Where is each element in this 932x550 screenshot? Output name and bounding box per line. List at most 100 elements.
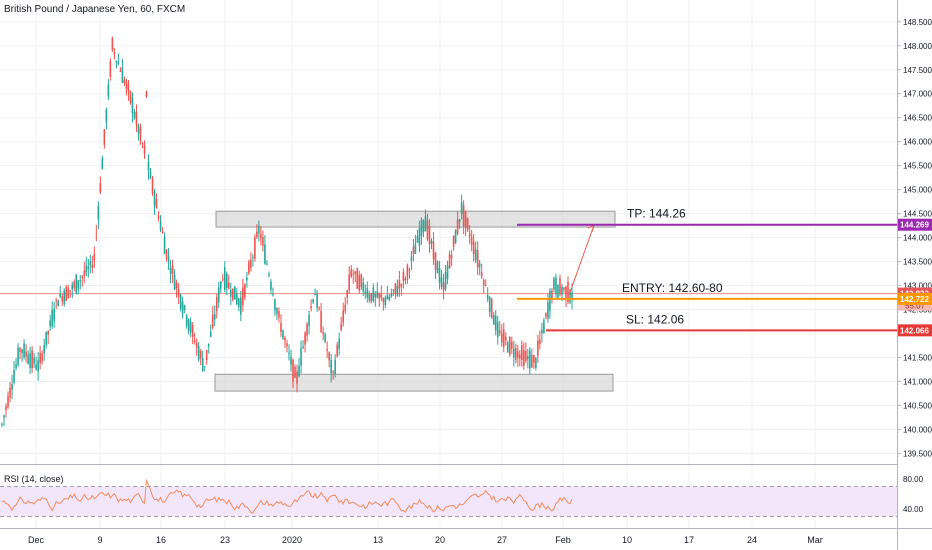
candle-body xyxy=(109,61,112,77)
chart-title: British Pound / Japanese Yen, 60, FXCM xyxy=(4,4,186,15)
candle-body xyxy=(227,282,230,289)
x-tick-label: 24 xyxy=(747,535,757,545)
candle-body xyxy=(79,280,82,282)
candle-body xyxy=(193,340,196,343)
candle-body xyxy=(242,287,244,306)
candle-body xyxy=(195,342,198,348)
candle-body xyxy=(238,298,240,307)
candle-body xyxy=(426,220,429,239)
candle-body xyxy=(131,97,134,114)
tp-price-tag xyxy=(898,218,932,231)
candle-body xyxy=(254,237,256,259)
candle-body xyxy=(386,295,389,300)
entry-price-tag-label: 142.722 xyxy=(900,295,929,304)
entry-price-tag xyxy=(898,292,932,305)
candle-body xyxy=(177,289,180,298)
candle-body xyxy=(394,283,397,294)
candle-body xyxy=(452,235,455,247)
candle-body xyxy=(5,405,7,411)
candle-body xyxy=(448,254,451,268)
candle-body xyxy=(420,219,423,236)
candle-body xyxy=(434,252,437,271)
candle-body xyxy=(446,265,449,280)
candle-body xyxy=(165,249,168,259)
candle-body xyxy=(392,289,395,291)
candle-body xyxy=(296,371,298,384)
candle-body xyxy=(175,282,178,289)
candle-body xyxy=(69,290,72,292)
candle-body xyxy=(270,281,272,290)
candle-body xyxy=(1,423,3,425)
candle-body xyxy=(521,345,523,360)
candle-body xyxy=(59,294,62,297)
candle-body xyxy=(203,366,206,368)
candle-body xyxy=(500,333,503,343)
candle-body xyxy=(169,268,172,274)
tp-label: TP: 144.26 xyxy=(627,207,686,221)
candle-body xyxy=(75,274,78,294)
candle-body xyxy=(11,383,13,390)
candle-body xyxy=(504,336,507,341)
candle-body xyxy=(99,182,102,193)
candle-body xyxy=(368,294,371,301)
y-tick-label: 143.500 xyxy=(903,258,932,267)
y-tick-label: 145.000 xyxy=(903,186,932,195)
candle-body xyxy=(223,267,226,291)
candle-body xyxy=(348,274,351,291)
candle-body xyxy=(244,284,246,298)
candle-body xyxy=(551,290,553,299)
candle-body xyxy=(111,37,114,51)
candle-body xyxy=(145,91,148,97)
candle-body xyxy=(107,84,110,97)
candle-body xyxy=(470,237,473,245)
projection-arrow xyxy=(569,224,595,293)
candle-body xyxy=(476,250,479,268)
y-tick-label: 140.500 xyxy=(903,401,932,410)
candle-body xyxy=(539,339,541,344)
candle-body xyxy=(346,290,349,298)
candle-body xyxy=(274,299,276,311)
candle-body xyxy=(370,292,373,302)
candle-body xyxy=(304,332,306,345)
candle-body xyxy=(432,241,435,260)
candle-body xyxy=(215,297,218,311)
candle-body xyxy=(155,198,158,209)
candle-body xyxy=(95,233,98,235)
candle-body xyxy=(366,288,369,298)
candle-body xyxy=(356,268,359,289)
candle-body xyxy=(545,313,547,317)
candle-body xyxy=(527,356,529,360)
candle-body xyxy=(252,256,254,258)
candle-body xyxy=(408,270,411,272)
candle-body xyxy=(201,358,204,372)
candle-body xyxy=(161,231,164,233)
candle-body xyxy=(472,241,475,254)
support-zone xyxy=(214,373,614,392)
candle-body xyxy=(240,297,242,315)
candle-body xyxy=(440,277,443,287)
candle-body xyxy=(535,357,537,368)
candle-body xyxy=(382,298,385,303)
candle-body xyxy=(191,325,194,337)
candle-body xyxy=(77,280,80,289)
y-tick-label: 140.000 xyxy=(903,425,932,434)
candle-body xyxy=(484,284,487,286)
candle-body xyxy=(416,236,419,243)
candle-body xyxy=(442,282,445,291)
candle-body xyxy=(225,273,228,289)
candle-body xyxy=(33,357,35,364)
candle-body xyxy=(63,290,66,304)
candle-body xyxy=(410,256,413,262)
entry-label: ENTRY: 142.60-80 xyxy=(622,281,723,295)
candle-body xyxy=(474,249,477,261)
candle-body xyxy=(294,366,296,378)
candle-body xyxy=(531,355,533,368)
candle-body xyxy=(302,346,304,349)
candle-body xyxy=(308,314,310,326)
candle-body xyxy=(189,321,192,333)
candle-body xyxy=(494,315,497,331)
x-tick-label: 13 xyxy=(373,535,383,545)
candle-body xyxy=(482,279,485,286)
candle-body xyxy=(256,231,258,237)
